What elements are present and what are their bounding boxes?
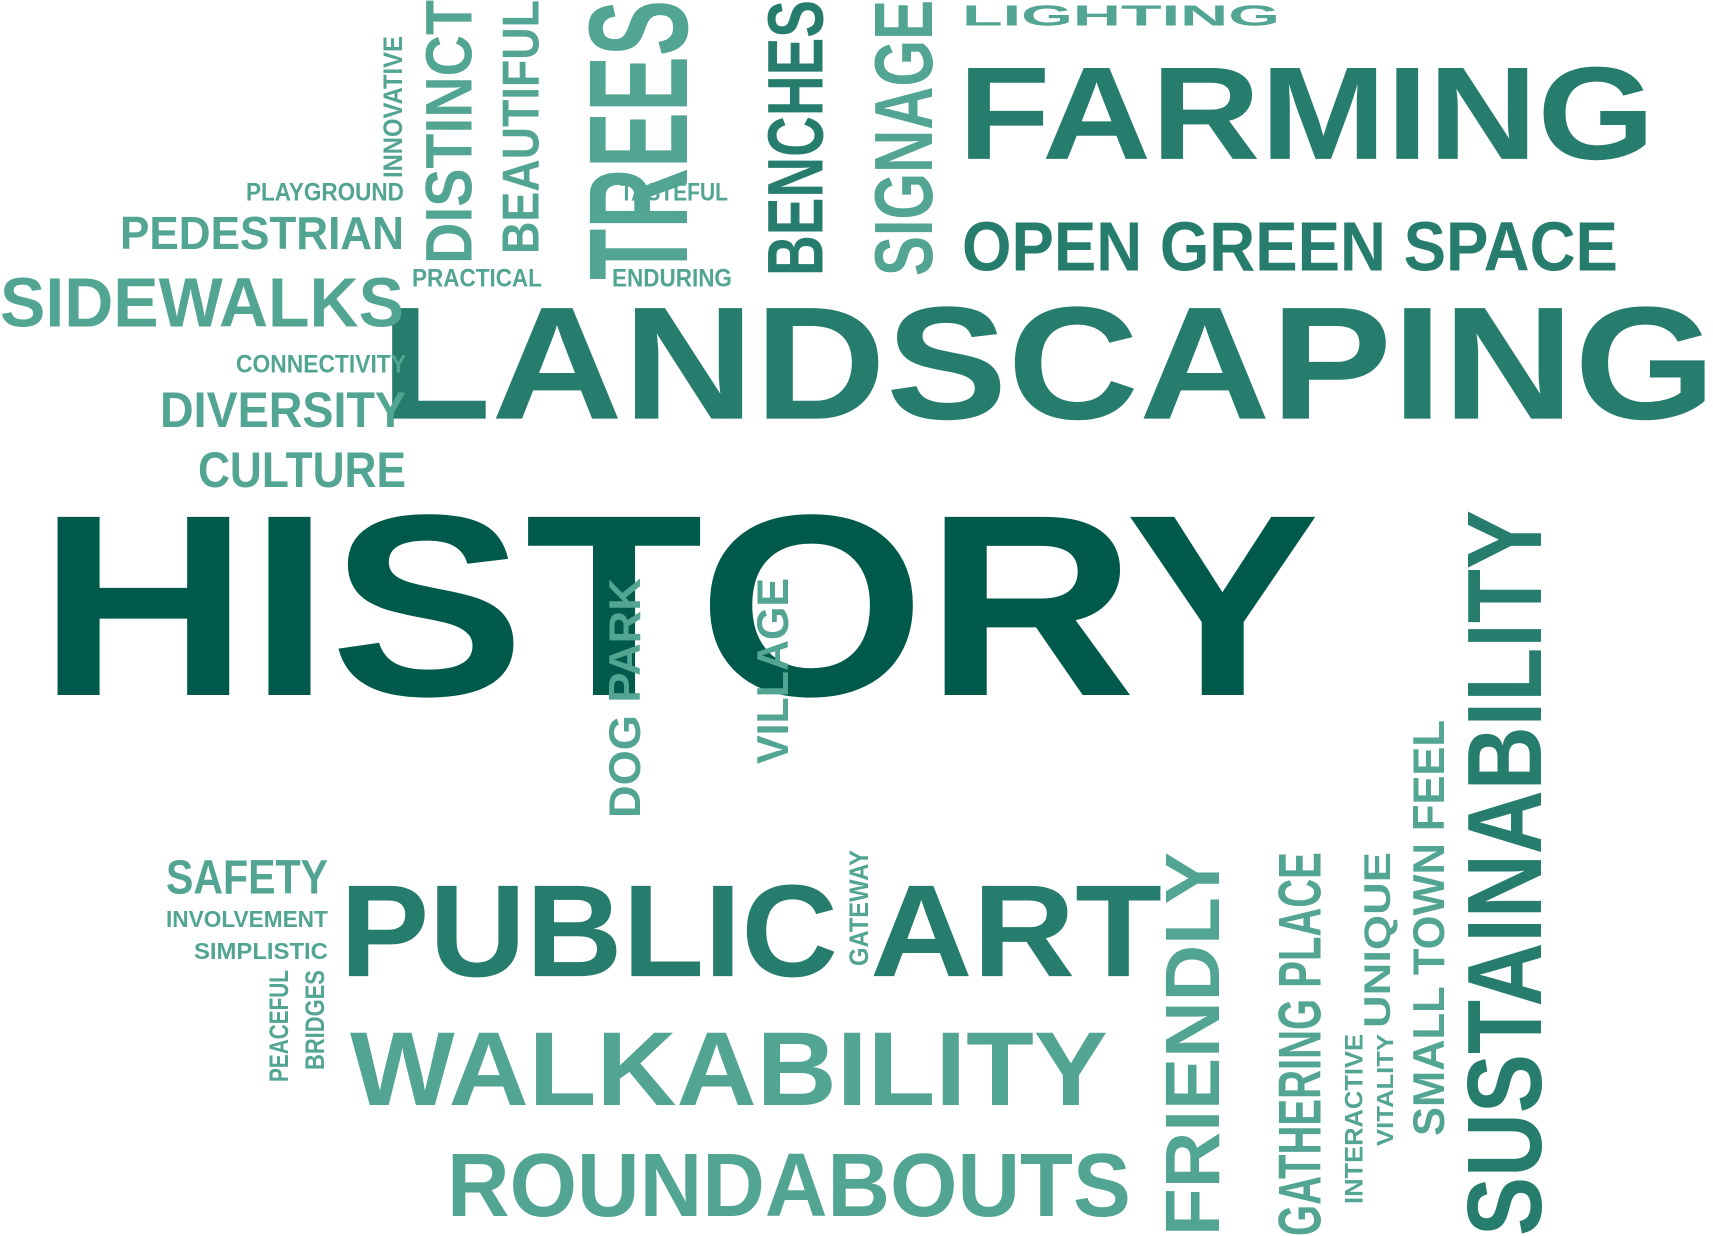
word-art: ART [870,857,1162,1004]
word-farming: FARMING [958,40,1655,188]
word-simplistic: SIMPLISTIC [194,938,328,964]
word-village: VILLAGE [748,578,798,764]
word-open-green-space: OPEN GREEN SPACE [962,209,1618,286]
word-diversity: DIVERSITY [160,383,406,439]
word-dog-park: DOG PARK [599,578,650,818]
word-lighting: LIGHTING [962,0,1280,32]
word-signage: SIGNAGE [859,0,950,276]
word-peaceful: PEACEFUL [265,970,295,1082]
word-roundabouts: ROUNDABOUTS [447,1135,1131,1236]
word-gateway: GATEWAY [845,850,875,966]
word-walkability: WALKABILITY [350,1009,1108,1127]
word-distinct: DISTINCT [413,0,487,264]
word-playground: PLAYGROUND [246,178,404,206]
word-pedestrian: PEDESTRIAN [120,207,404,259]
word-culture: CULTURE [198,443,406,499]
word-connectivity: CONNECTIVITY [236,351,406,379]
word-sidewalks: SIDEWALKS [0,264,404,342]
word-landscaping: LANDSCAPING [380,274,1713,454]
word-safety: SAFETY [166,850,328,904]
word-involvement: INVOLVEMENT [166,906,328,932]
word-friendly: FRIENDLY [1151,852,1236,1236]
word-unique: UNIQUE [1355,852,1397,1028]
word-history: HISTORY [38,461,1320,750]
word-tasteful: TASTEFUL [620,178,728,206]
word-enduring: ENDURING [612,264,732,292]
word-sustainability: SUSTAINABILITY [1446,510,1564,1236]
word-interactive: INTERACTIVE [1341,1034,1369,1204]
word-gathering-place: GATHERING PLACE [1265,852,1333,1236]
word-public: PUBLIC [340,858,838,1005]
word-trees: TREES [559,0,717,280]
word-beautiful: BEAUTIFUL [493,0,551,254]
word-practical: PRACTICAL [412,264,542,292]
word-bridges: BRIDGES [301,970,331,1070]
word-innovative: INNOVATIVE [379,36,409,178]
word-vitality: VITALITY [1373,1034,1399,1146]
word-benches: BENCHES [753,0,840,276]
word-small-town-feel: SMALL TOWN FEEL [1405,720,1455,1136]
